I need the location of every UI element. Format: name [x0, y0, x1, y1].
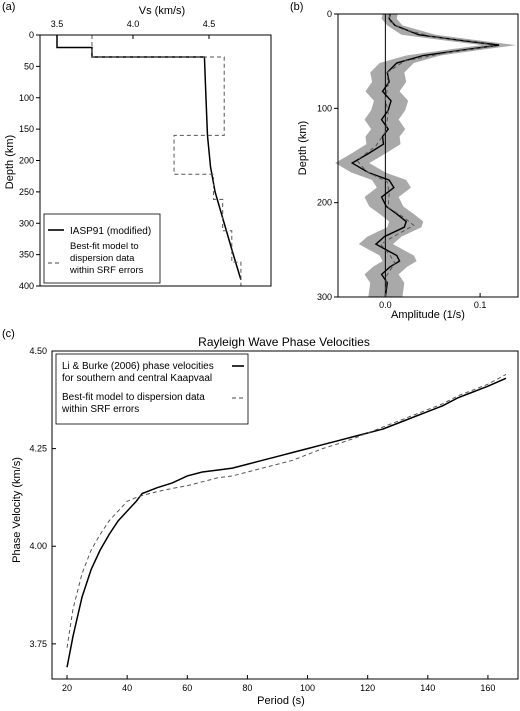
panel-c-title: Rayleigh Wave Phase Velocities [198, 335, 370, 349]
panel-b-label: (b) [290, 1, 303, 13]
panel-b: (b) Amplitude (1/s) Depth (km) 0.0 0.1 0 10… [290, 1, 519, 321]
panel-a-xlabel: Vs (km/s) [139, 5, 185, 17]
panel-a-xtick-label-0: 3.5 [51, 19, 64, 29]
panel-b-error-band [335, 14, 517, 297]
panel-c-legend-label-1-line-1: within SRF errors [61, 404, 139, 415]
panel-b-ylabel: Depth (km) [297, 121, 309, 175]
panel-a-ytick-label-5: 250 [19, 187, 34, 197]
panel-a-ytick-label-2: 100 [19, 93, 34, 103]
panel-c-legend-label-0-line-0: Li & Burke (2006) phase velocities [62, 361, 214, 372]
panel-a-ytick-label-7: 350 [19, 250, 34, 260]
panel-b-ytick-label-0: 0 [327, 9, 332, 19]
panel-a: (a) Vs (km/s) Depth (km) 3.5 4.0 4.5 0 50 100… [2, 1, 272, 291]
panel-c-xtick-label-4: 100 [300, 683, 315, 693]
panel-c-legend-label-0-line-1: for southern and central Kaapvaal [62, 373, 212, 384]
panel-c-ylabel: Phase Velocity (km/s) [11, 457, 23, 563]
panel-b-frame [337, 13, 519, 298]
panel-c-xtick-label-7: 160 [480, 683, 495, 693]
panel-c-series-1-line [66, 373, 507, 648]
panel-c-legend-label-1: Best-fit model to dispersion data within… [61, 392, 208, 415]
panel-b-ytick-label-3: 300 [317, 292, 332, 302]
panel-a-series-0-line [56, 35, 242, 280]
panel-a-frame [39, 34, 272, 287]
panel-c-ytick-label-1: 4.00 [29, 541, 47, 551]
panel-c-series-0-line [66, 377, 507, 668]
panel-c-xtick-label-5: 120 [360, 683, 375, 693]
panel-b-ytick-label-1: 100 [317, 103, 332, 113]
panel-c-xtick-label-2: 60 [182, 683, 192, 693]
panel-a-label: (a) [2, 1, 15, 13]
panel-a-xtick-label-2: 4.5 [203, 19, 216, 29]
panel-a-legend-label-0: IASP91 (modified) [70, 226, 151, 237]
panel-c-legend-box [55, 353, 249, 425]
panel-b-series-1-line [356, 13, 495, 298]
panel-c-label: (c) [2, 328, 15, 340]
panel-c-ytick-label-3: 4.50 [29, 346, 47, 356]
panel-a-ytick-label-1: 50 [24, 61, 34, 71]
panel-a-legend-box [43, 213, 161, 284]
panel-c: (c) Rayleigh Wave Phase Velocities Perio… [2, 328, 519, 707]
panel-c-legend: Li & Burke (2006) phase velocities for s… [55, 353, 249, 425]
panel-b-series-0-line [350, 13, 500, 298]
panel-a-ytick-label-3: 150 [19, 124, 34, 134]
panel-b-xtick-label-1: 0.1 [474, 300, 487, 310]
panel-b-xtick-label-0: 0.0 [379, 300, 392, 310]
panel-a-ytick-label-4: 200 [19, 156, 34, 166]
panel-a-ytick-label-8: 400 [19, 281, 34, 291]
panel-c-xtick-label-0: 20 [62, 683, 72, 693]
panel-c-ytick-label-2: 4.25 [29, 444, 47, 454]
panel-a-series-1-line [91, 35, 242, 286]
panel-c-legend-label-1-line-0: Best-fit model to dispersion data [62, 392, 205, 403]
panel-a-ytick-label-6: 300 [19, 218, 34, 228]
panel-a-legend-label-1: Best-fit model to dispersion data within… [69, 241, 144, 276]
panel-c-ytick-label-0: 3.75 [29, 639, 47, 649]
panel-a-ytick-label-0: 0 [29, 30, 34, 40]
panel-c-frame [51, 350, 519, 680]
panel-c-xlabel: Period (s) [257, 695, 305, 707]
panel-b-ytick-label-2: 200 [317, 198, 332, 208]
panel-a-legend-label-1-line-0: Best-fit model to [70, 241, 139, 252]
panel-c-xtick-label-1: 40 [122, 683, 132, 693]
panel-a-legend-label-1-line-1: dispersion data [70, 253, 135, 264]
panel-a-legend: IASP91 (modified) Best-fit model to disp… [43, 213, 161, 284]
panel-c-xtick-label-6: 140 [420, 683, 435, 693]
panel-c-legend-label-0: Li & Burke (2006) phase velocities for s… [62, 361, 217, 384]
panel-a-ylabel: Depth (km) [4, 135, 16, 189]
panel-a-xtick-label-1: 4.0 [127, 19, 140, 29]
panel-a-legend-label-1-line-2: within SRF errors [69, 265, 144, 276]
panel-b-xlabel: Amplitude (1/s) [391, 309, 465, 321]
panel-c-xtick-label-3: 80 [242, 683, 252, 693]
